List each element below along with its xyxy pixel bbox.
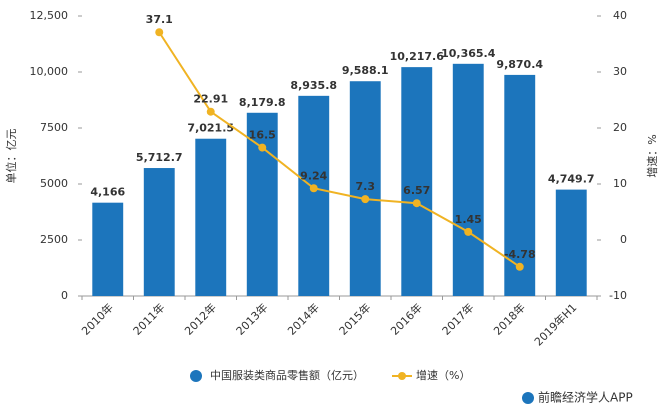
bar-value-label: 4,749.7 [548,173,595,186]
y-tick-label: 5000 [40,177,68,190]
bar [246,112,278,296]
x-tick-label: 2011年 [130,300,167,337]
bar-value-label: 10,217.6 [390,50,445,63]
x-tick-label: 2015年 [336,300,373,337]
y2-tick-label: 30 [613,65,627,78]
bar [349,81,381,296]
bar-value-label: 9,588.1 [342,64,389,77]
line-point [412,199,421,208]
bar-value-label: 10,365.4 [441,47,496,60]
bar [452,63,484,297]
legend-swatch [398,372,406,380]
y-tick-label: 10,000 [30,65,69,78]
line-value-label: -4.78 [504,248,536,261]
x-tick-label: 2016年 [388,300,425,337]
line-point [515,262,524,271]
x-tick-label: 2013年 [233,300,270,337]
bar-value-label: 4,166 [90,186,125,199]
source: 前瞻经济学人APP [538,390,633,405]
line-value-label: 9.24 [300,169,327,182]
y2-tick-label: 10 [613,177,627,190]
line-point [258,143,267,152]
bar [401,67,433,296]
line-point [206,107,215,116]
line-point [464,227,473,236]
y-axis-label: 单位：亿元 [4,129,18,184]
y2-axis-label: 增速：% [645,134,659,177]
bar-value-label: 7,021.5 [187,122,234,135]
line-value-label: 6.57 [403,184,430,197]
bar-value-label: 5,712.7 [136,151,183,164]
y2-tick-label: -10 [609,289,627,302]
bar-value-label: 8,179.8 [239,96,286,109]
x-tick-label: 2012年 [182,300,219,337]
line-value-label: 16.5 [249,129,276,142]
line-value-label: 7.3 [356,180,376,193]
y2-tick-label: 0 [620,233,627,246]
x-tick-label: 2014年 [285,300,322,337]
y2-tick-label: 20 [613,121,627,134]
legend-swatch [190,370,202,382]
legend-label: 中国服装类商品零售额（亿元） [210,368,364,382]
line-point [155,28,164,37]
line-value-label: 1.45 [455,213,482,226]
legend-label: 增速（%） [416,368,470,382]
bar [298,95,330,297]
logo [522,392,534,404]
y-tick-label: 2500 [40,233,68,246]
line-point [361,195,370,204]
y-tick-label: 0 [61,289,68,302]
x-tick-label: 2010年 [79,300,116,337]
y2-tick-label: 40 [613,9,627,22]
bar-value-label: 9,870.4 [496,58,543,71]
x-tick-label: 2017年 [439,300,476,337]
y-tick-label: 12,500 [30,9,69,22]
x-tick-label: 2019年H1 [531,300,579,348]
line [158,31,521,268]
x-tick-label: 2018年 [491,300,528,337]
line-point [309,184,318,193]
bar [195,138,227,296]
y-tick-label: 7500 [40,121,68,134]
bar [92,202,124,296]
bar [555,189,587,296]
bar [143,168,175,296]
bar-value-label: 8,935.8 [290,79,337,92]
line-value-label: 22.91 [193,93,228,106]
line-value-label: 37.1 [146,13,173,26]
